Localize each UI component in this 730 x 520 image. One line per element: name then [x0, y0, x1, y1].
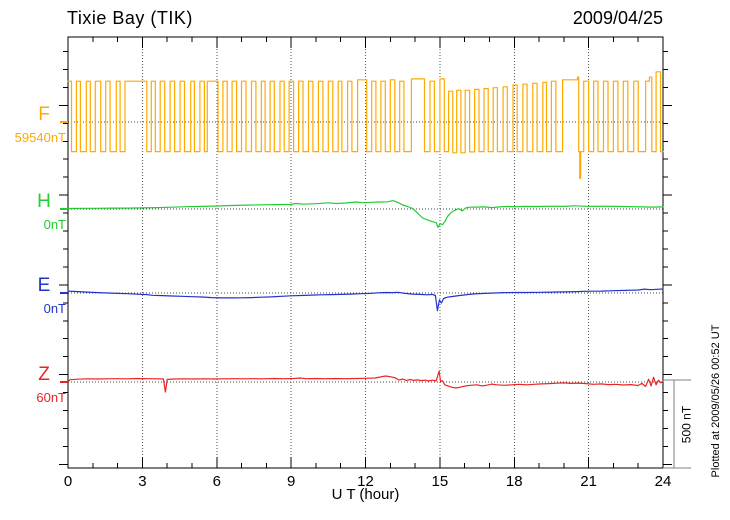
- trace-F: [67, 71, 664, 179]
- x-tick-label-21: 21: [580, 473, 597, 490]
- page-title: Tixie Bay (TIK): [67, 8, 193, 28]
- channel-baseline-value-E: 0nT: [43, 301, 66, 316]
- channel-baseline-value-Z: 60nT: [36, 390, 66, 405]
- trace-Z: [67, 370, 664, 393]
- channel-baseline-value-H: 0nT: [43, 217, 66, 232]
- scale-bar-label: 500 nT: [679, 405, 694, 444]
- plotted-at-timestamp: Plotted at 2009/05/26 00:52 UT: [710, 324, 722, 478]
- x-tick-label-12: 12: [357, 473, 374, 490]
- x-tick-label-0: 0: [63, 473, 73, 490]
- x-tick-label-18: 18: [505, 473, 523, 490]
- x-tick-label-6: 6: [212, 473, 221, 490]
- channel-label-H: H: [37, 191, 51, 212]
- plot-date: 2009/04/25: [572, 8, 663, 28]
- channel-label-Z: Z: [38, 364, 50, 385]
- x-tick-label-24: 24: [654, 473, 672, 490]
- x-tick-label-3: 3: [138, 473, 147, 490]
- trace-E: [67, 288, 664, 312]
- trace-H: [67, 200, 664, 229]
- x-tick-label-15: 15: [431, 473, 449, 490]
- x-tick-label-9: 9: [286, 473, 296, 490]
- channel-label-E: E: [37, 275, 51, 296]
- channel-label-F: F: [38, 104, 50, 125]
- x-axis-label: U T (hour): [331, 486, 400, 503]
- channel-baseline-value-F: 59540nT: [14, 130, 66, 145]
